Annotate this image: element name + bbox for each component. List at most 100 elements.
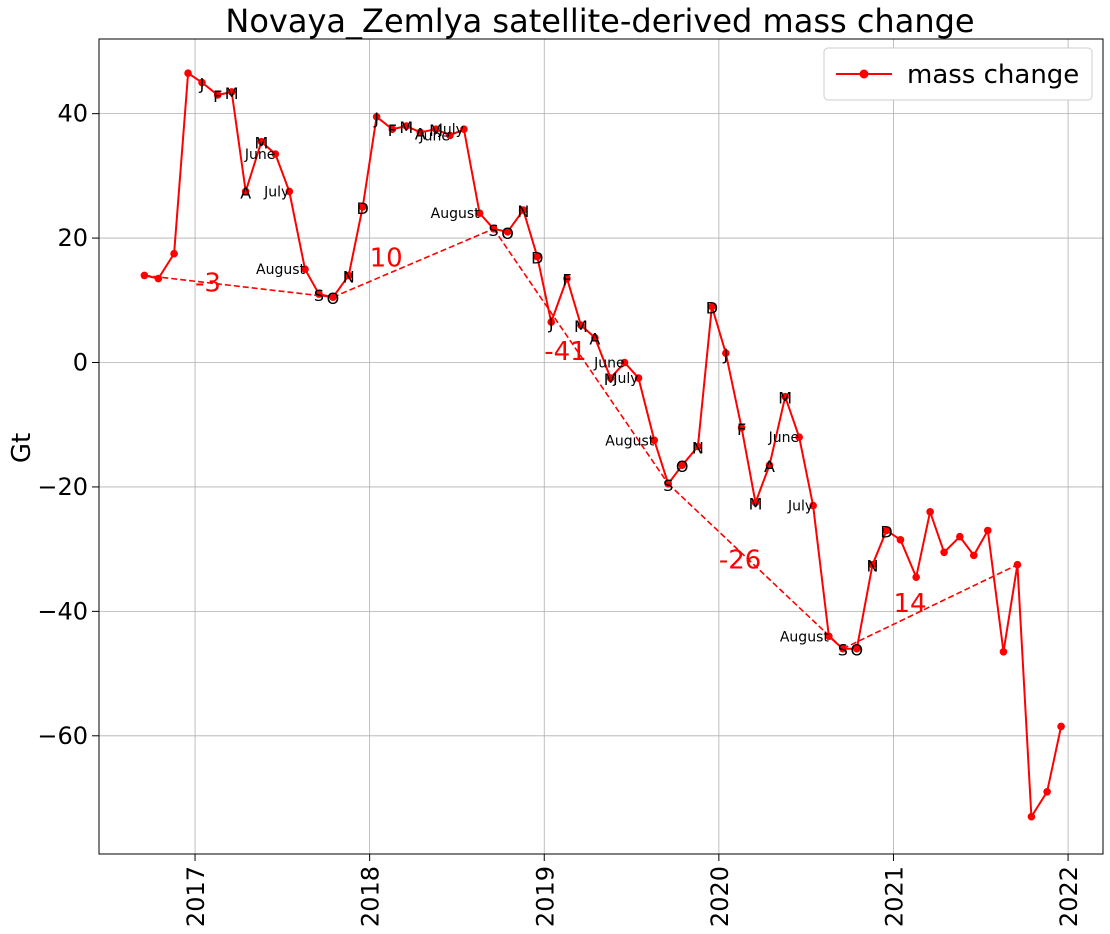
month-annotation: F — [737, 420, 746, 439]
data-point — [184, 69, 192, 78]
month-annotation: N — [517, 202, 529, 221]
data-point — [983, 526, 992, 535]
month-annotation: August — [431, 206, 481, 222]
month-annotation: O — [851, 641, 864, 660]
data-point — [519, 206, 528, 214]
data-point — [940, 548, 948, 557]
y-tick-label: 40 — [57, 100, 88, 128]
legend-label-mass-change: mass change — [907, 60, 1079, 90]
data-point — [198, 78, 206, 87]
month-annotation: J — [548, 314, 554, 333]
data-point — [475, 209, 484, 217]
trend-label: 14 — [893, 589, 926, 619]
data-point — [301, 265, 309, 273]
month-annotation: S — [838, 641, 848, 660]
data-point — [634, 374, 643, 382]
data-point — [402, 122, 411, 130]
data-point — [896, 536, 905, 544]
month-annotation: N — [692, 439, 704, 458]
y-tick-label: −20 — [37, 473, 88, 501]
data-point — [315, 290, 323, 298]
x-tick-label: 2018 — [357, 866, 385, 927]
y-tick-label: −40 — [37, 597, 88, 625]
month-annotation: July — [612, 371, 638, 387]
month-annotation: June — [593, 356, 625, 372]
grid-lines — [99, 39, 1103, 854]
data-point — [547, 318, 556, 326]
month-annotation: M — [429, 121, 443, 140]
data-point — [678, 461, 686, 469]
month-annotation: D — [356, 199, 368, 218]
x-tick-label: 2021 — [880, 866, 908, 927]
y-tick-label: 20 — [57, 224, 88, 252]
data-point — [213, 91, 222, 99]
month-annotation: August — [256, 262, 306, 278]
data-point — [839, 644, 847, 653]
data-point — [577, 321, 585, 329]
data-point — [285, 187, 294, 196]
data-point — [257, 137, 266, 146]
data-point — [227, 88, 236, 96]
data-point — [416, 128, 425, 137]
data-point — [620, 358, 629, 367]
month-annotation: A — [764, 457, 775, 476]
x-axis: 2017 2018 2019 2020 2021 2022 — [182, 854, 1083, 927]
trend-labels: -3 10 -41 -26 14 — [195, 244, 927, 619]
month-annotation: D — [706, 299, 718, 318]
month-annotation: A — [589, 330, 600, 349]
month-annotation: J — [199, 75, 205, 94]
month-annotation: D — [880, 522, 892, 541]
month-annotation: S — [489, 221, 499, 240]
month-annotation: M — [254, 134, 268, 153]
data-point — [388, 125, 397, 134]
month-annotation: M — [749, 494, 763, 513]
data-point — [140, 271, 149, 280]
data-point — [969, 551, 978, 560]
series-layer — [140, 69, 1065, 821]
trend-label: -3 — [195, 269, 221, 299]
plot-frame — [98, 38, 1104, 855]
data-point — [372, 112, 381, 121]
data-point — [432, 125, 440, 134]
month-annotation: M — [604, 370, 618, 389]
trend-line — [667, 483, 844, 650]
data-point — [563, 274, 571, 283]
data-point — [606, 374, 615, 382]
month-annotation: June — [768, 430, 800, 446]
data-point — [154, 274, 163, 283]
month-annotation: July — [438, 122, 464, 138]
month-annotation: O — [676, 457, 689, 476]
data-point — [591, 333, 599, 342]
month-annotation: August — [605, 433, 655, 449]
data-point — [722, 349, 730, 357]
chart-title: Novaya_Zemlya satellite-derived mass cha… — [225, 2, 974, 40]
data-point — [765, 461, 774, 469]
trend-label: -41 — [544, 337, 586, 367]
month-annotation: M — [399, 118, 413, 137]
month-annotation: M — [225, 84, 239, 103]
data-point — [460, 125, 468, 134]
month-annotation: S — [663, 476, 673, 495]
data-point — [329, 293, 337, 301]
data-point — [708, 302, 716, 311]
data-point — [825, 632, 833, 641]
month-annotation: M — [574, 317, 588, 336]
data-point — [1057, 722, 1065, 731]
data-point — [241, 187, 250, 196]
data-point — [503, 228, 512, 236]
data-point — [737, 424, 746, 432]
data-point — [271, 150, 280, 158]
y-tick-label: −60 — [37, 722, 88, 750]
x-tick-label: 2019 — [531, 866, 559, 927]
x-tick-label: 2020 — [706, 866, 734, 927]
month-annotation: July — [787, 499, 813, 515]
legend: mass change — [823, 47, 1093, 101]
data-point — [446, 131, 454, 140]
data-point — [926, 508, 934, 516]
data-point — [781, 392, 790, 401]
trend-line — [144, 274, 334, 298]
x-tick-label: 2022 — [1055, 866, 1083, 927]
month-annotation: O — [501, 224, 514, 243]
data-point — [170, 249, 178, 258]
